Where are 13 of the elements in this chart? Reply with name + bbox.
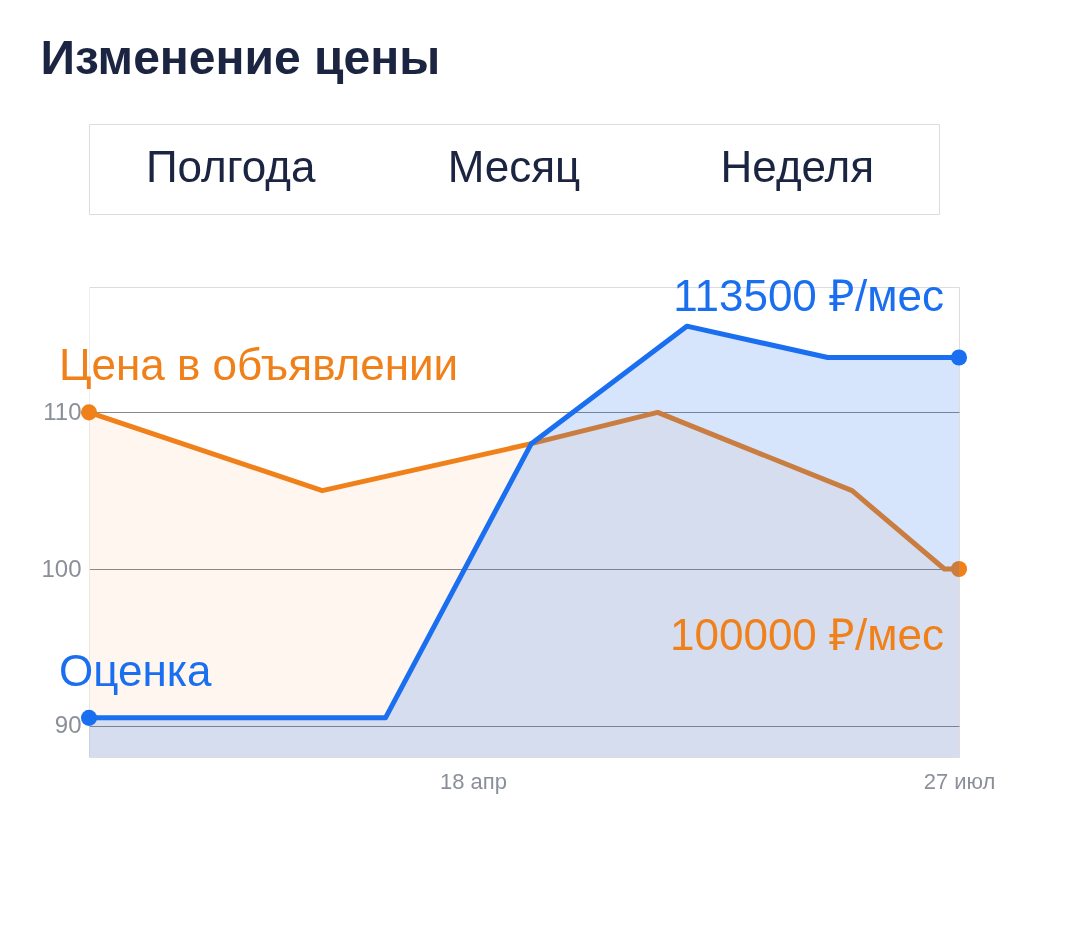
- chart-title: Изменение цены: [40, 30, 441, 84]
- series-label: Оценка: [59, 645, 212, 695]
- annotation: 113500 ₽/мес: [673, 270, 944, 320]
- text: Полгода: [145, 142, 316, 191]
- y-tick-label: 100: [41, 554, 82, 582]
- text: Месяц: [447, 142, 581, 191]
- annotation: 100000 ₽/мес: [670, 610, 944, 659]
- x-tick-label: 18 апр: [439, 768, 507, 794]
- series-label: Цена в объявлении: [59, 340, 459, 390]
- x-tick-label: 27 июл: [923, 768, 996, 794]
- y-tick-label: 90: [54, 711, 82, 739]
- text: Неделя: [720, 142, 875, 191]
- y-tick-label: 110: [43, 397, 82, 425]
